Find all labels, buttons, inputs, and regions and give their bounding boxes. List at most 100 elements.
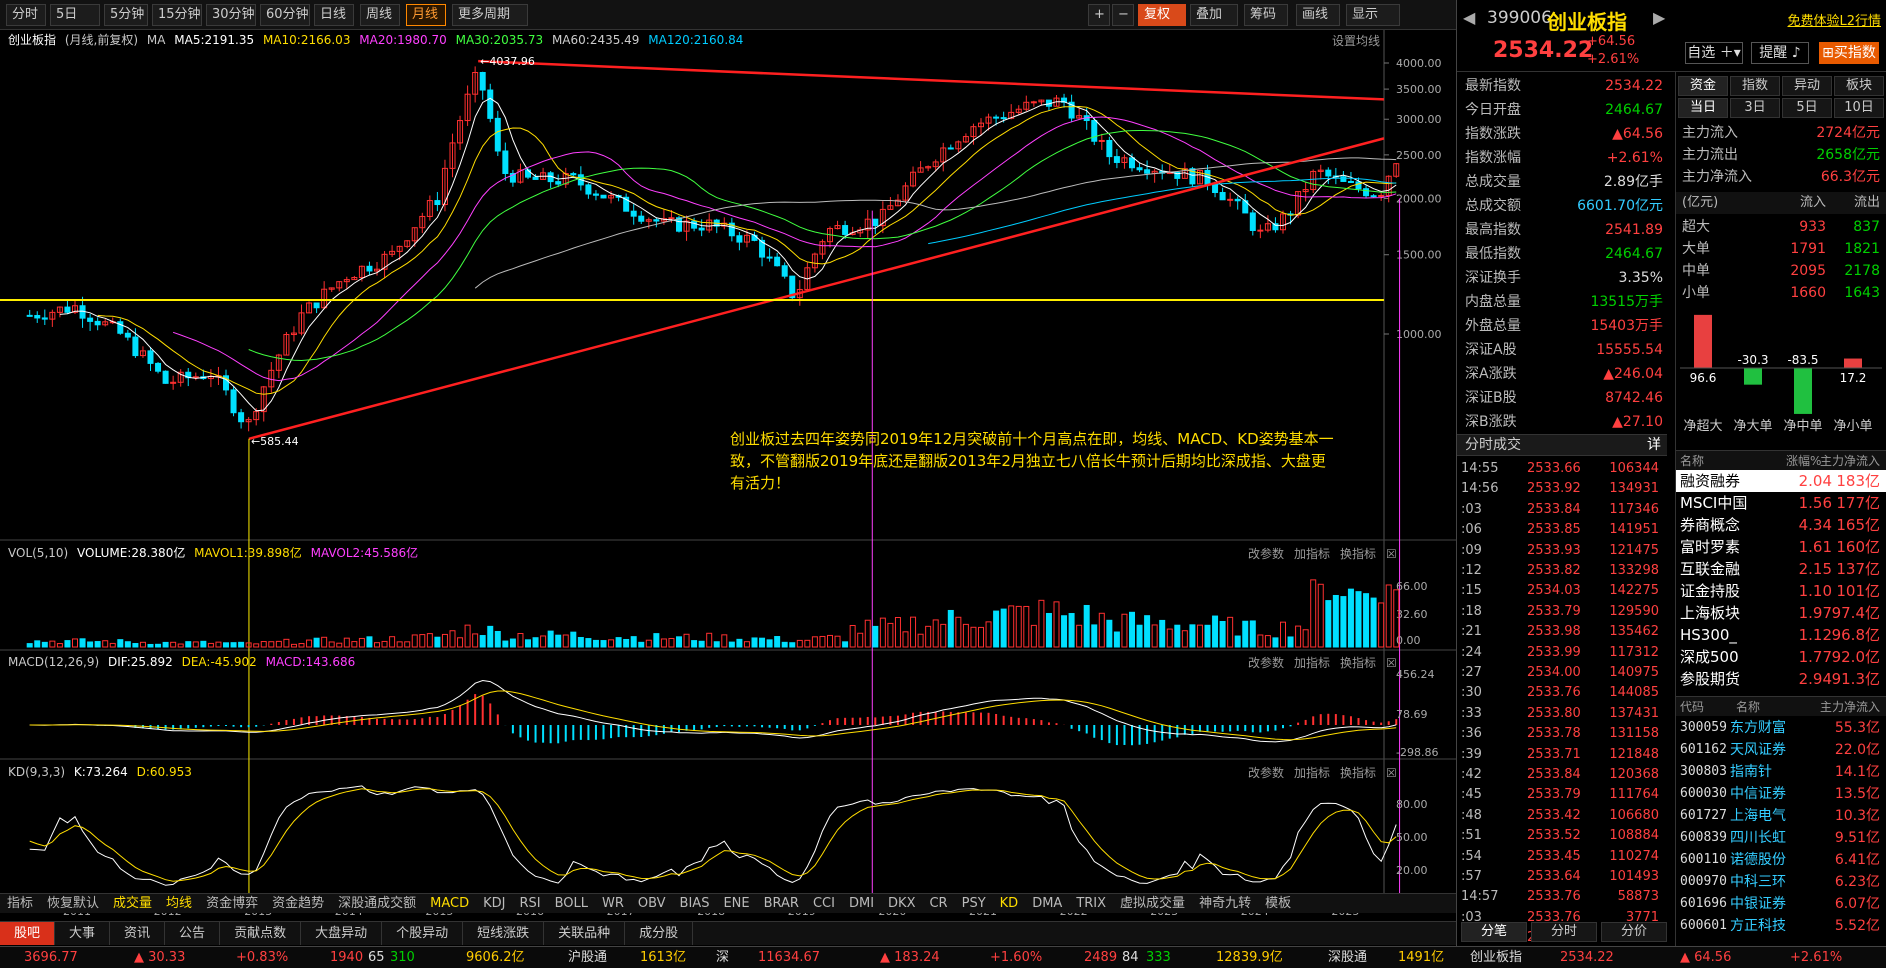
sector-row[interactable]: 证金持股 1.10 101亿 — [1676, 580, 1886, 602]
period-30min[interactable]: 30分钟 — [206, 4, 256, 26]
bottom-tab[interactable]: 资讯 — [110, 922, 166, 945]
sector-row[interactable]: 券商概念 4.34 165亿 — [1676, 514, 1886, 536]
fund-subtab[interactable]: 5日 — [1782, 98, 1832, 118]
promo-link[interactable]: 免费体验L2行情 — [1787, 14, 1881, 29]
fund-subtab[interactable]: 当日 — [1678, 98, 1728, 118]
bottom-tab[interactable]: 短线涨跌 — [463, 922, 545, 945]
indicator-tab[interactable]: KDJ — [483, 896, 506, 911]
bottom-tab[interactable]: 关联品种 — [544, 922, 626, 945]
indicator-tab[interactable]: WR — [602, 896, 624, 911]
sector-row[interactable]: 参股期货 2.94 91.3亿 — [1676, 668, 1886, 690]
period-daily[interactable]: 日线 — [314, 4, 354, 26]
fund-tab[interactable]: 异动 — [1782, 76, 1832, 96]
sector-row[interactable]: MSCI中国 1.56 177亿 — [1676, 492, 1886, 514]
adjust-button[interactable]: 复权 — [1138, 4, 1186, 26]
indicator-tab[interactable]: 虚拟成交量 — [1120, 896, 1186, 911]
prev-index-icon[interactable]: ◀ — [1463, 8, 1476, 27]
bottom-tab[interactable]: 成分股 — [625, 922, 694, 945]
stock-row[interactable]: 601696 中银证券 6.07亿 — [1676, 893, 1886, 915]
indicator-tab[interactable]: DMA — [1032, 896, 1063, 911]
vol-add-indicator[interactable]: 加指标 — [1294, 547, 1331, 561]
bottom-tab[interactable]: 股吧 — [0, 922, 56, 945]
bottom-tab[interactable]: 贡献点数 — [220, 922, 302, 945]
zoom-out-icon[interactable]: − — [1112, 4, 1134, 26]
ticks-tab[interactable]: 分时 — [1531, 922, 1597, 942]
indicator-tab[interactable]: CR — [929, 896, 948, 911]
fund-tab[interactable]: 板块 — [1834, 76, 1884, 96]
close-icon[interactable]: ☒ — [1386, 547, 1397, 561]
stock-row[interactable]: 601727 上海电气 10.3亿 — [1676, 805, 1886, 827]
ma-settings-label[interactable]: 设置均线 — [1332, 34, 1381, 48]
kline-chart[interactable]: 4000.00 3500.00 3000.00 2500.00 2000.00 1500.… — [0, 30, 1456, 930]
indicator-tab[interactable]: TRIX — [1076, 896, 1107, 911]
fund-subtab[interactable]: 3日 — [1730, 98, 1780, 118]
indicator-tab[interactable]: KD — [999, 896, 1019, 911]
ticks-tab[interactable]: 分价 — [1601, 922, 1667, 942]
fund-tab[interactable]: 指数 — [1730, 76, 1780, 96]
period-5day[interactable]: 5日 — [50, 4, 100, 26]
stock-row[interactable]: 600030 中信证券 13.5亿 — [1676, 783, 1886, 805]
bottom-tab[interactable]: 公告 — [165, 922, 221, 945]
kd-switch-indicator[interactable]: 换指标 — [1340, 766, 1377, 780]
indicator-tab[interactable]: DKX — [888, 896, 916, 911]
sector-row[interactable]: 富时罗素 1.61 160亿 — [1676, 536, 1886, 558]
indicator-tab[interactable]: 均线 — [166, 896, 193, 911]
zoom-in-icon[interactable]: + — [1088, 4, 1110, 26]
vol-edit-params[interactable]: 改参数 — [1248, 547, 1285, 561]
sector-row[interactable]: 互联金融 2.15 137亿 — [1676, 558, 1886, 580]
close-icon[interactable]: ☒ — [1386, 656, 1397, 670]
add-watchlist-button[interactable]: 自选 ＋▾ — [1685, 42, 1743, 64]
stock-row[interactable]: 600110 诺德股份 6.41亿 — [1676, 849, 1886, 871]
ma-settings-button[interactable]: 设置均线 — [1322, 32, 1380, 49]
close-icon[interactable]: ☒ — [1386, 766, 1397, 780]
ticks-tab[interactable]: 分笔 — [1461, 922, 1527, 942]
indicator-tab[interactable]: CCI — [812, 896, 835, 911]
indicator-tab[interactable]: RSI — [519, 896, 541, 911]
kd-edit-params[interactable]: 改参数 — [1248, 766, 1285, 780]
indicator-tab[interactable]: 深股通成交额 — [338, 896, 417, 911]
overlay-button[interactable]: 叠加 — [1190, 4, 1238, 26]
period-weekly[interactable]: 周线 — [360, 4, 400, 26]
stock-row[interactable]: 600601 方正科技 5.52亿 — [1676, 915, 1886, 937]
period-5min[interactable]: 5分钟 — [104, 4, 148, 26]
indicator-tab[interactable]: 资金博弈 — [206, 896, 259, 911]
stock-row[interactable]: 300059 东方财富 55.3亿 — [1676, 717, 1886, 739]
indicator-tab[interactable]: BRAR — [763, 896, 799, 911]
indicator-tab[interactable]: 资金趋势 — [272, 896, 325, 911]
indicator-tab[interactable]: PSY — [961, 896, 986, 911]
period-more[interactable]: 更多周期 — [452, 4, 528, 26]
indicator-tab[interactable]: DMI — [848, 896, 875, 911]
alert-button[interactable]: 提醒 ♪ — [1751, 42, 1809, 64]
indicator-tab[interactable]: 神奇九转 — [1199, 896, 1252, 911]
display-button[interactable]: 显示 — [1346, 4, 1400, 26]
indicator-tab[interactable]: MACD — [430, 896, 470, 911]
indicator-tab[interactable]: 恢复默认 — [47, 896, 100, 911]
sector-row[interactable]: 融资融券 2.04 183亿 — [1676, 470, 1886, 492]
period-monthly[interactable]: 月线 — [406, 4, 446, 26]
bottom-tab[interactable]: 个股异动 — [382, 922, 464, 945]
indicator-tab[interactable]: BIAS — [679, 896, 710, 911]
stock-row[interactable]: 601162 天风证券 22.0亿 — [1676, 739, 1886, 761]
chips-button[interactable]: 筹码 — [1244, 4, 1288, 26]
period-15min[interactable]: 15分钟 — [152, 4, 202, 26]
buy-index-button[interactable]: ⊞买指数 — [1819, 42, 1879, 64]
indicator-tab[interactable]: OBV — [637, 896, 666, 911]
stock-row[interactable]: 300803 指南针 14.1亿 — [1676, 761, 1886, 783]
macd-switch-indicator[interactable]: 换指标 — [1340, 656, 1377, 670]
draw-button[interactable]: 画线 — [1296, 4, 1340, 26]
fund-tab[interactable]: 资金 — [1678, 76, 1728, 96]
indicator-tab[interactable]: BOLL — [554, 896, 588, 911]
fund-subtab[interactable]: 10日 — [1834, 98, 1884, 118]
sgt-label[interactable]: 深股通 — [1328, 950, 1368, 965]
indicator-tab[interactable]: 指标 — [7, 896, 34, 911]
kd-add-indicator[interactable]: 加指标 — [1294, 766, 1331, 780]
sector-row[interactable]: 上海板块 1.97 97.4亿 — [1676, 602, 1886, 624]
macd-add-indicator[interactable]: 加指标 — [1294, 656, 1331, 670]
indicator-tab[interactable]: 成交量 — [113, 896, 153, 911]
hgt-label[interactable]: 沪股通 — [568, 950, 608, 965]
macd-edit-params[interactable]: 改参数 — [1248, 656, 1285, 670]
bottom-tab[interactable]: 大事 — [55, 922, 111, 945]
sector-row[interactable]: HS300_ 1.12 96.8亿 — [1676, 624, 1886, 646]
sector-row[interactable]: 深成500 1.77 92.0亿 — [1676, 646, 1886, 668]
vol-switch-indicator[interactable]: 换指标 — [1340, 547, 1377, 561]
